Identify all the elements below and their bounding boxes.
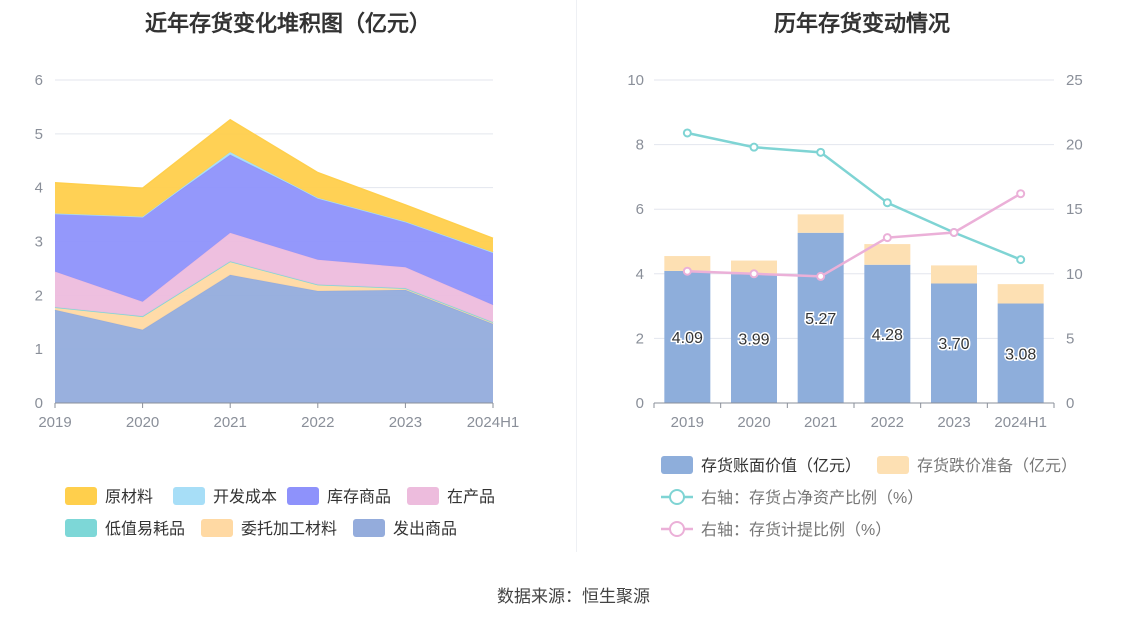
bar-book-value xyxy=(997,303,1044,403)
area-edge-3 xyxy=(54,232,494,306)
y-left-tick-label: 6 xyxy=(636,201,644,218)
bar-impairment xyxy=(731,260,777,275)
line-point xyxy=(816,271,826,281)
line-point xyxy=(949,227,959,237)
area-edge-6 xyxy=(54,118,494,240)
bar-data-label: 3.99 xyxy=(738,332,769,349)
x-tick-label: 2020 xyxy=(737,414,770,431)
data-source-note: 数据来源：恒生聚源 xyxy=(497,587,650,606)
line-point xyxy=(882,233,892,243)
bar-data-label: 4.09 xyxy=(672,330,703,347)
bar-data-label: 5.27 xyxy=(805,311,836,328)
line-point xyxy=(682,128,692,138)
area-series-4 xyxy=(55,154,493,305)
line-point xyxy=(816,147,826,157)
legend-swatch xyxy=(353,519,385,537)
bar-book-value xyxy=(797,232,844,403)
legend-swatch xyxy=(173,487,205,505)
y-tick-label: 0 xyxy=(35,395,43,412)
legend-label: 委托加工材料 xyxy=(241,520,337,538)
legend-label: 原材料 xyxy=(105,488,153,506)
right-chart-title: 历年存货变动情况 xyxy=(773,11,950,36)
legend-label: 存货跌价准备（亿元） xyxy=(917,457,1077,475)
line-series-1 xyxy=(687,192,1022,278)
y-tick-label: 1 xyxy=(35,341,43,358)
legend-swatch xyxy=(877,456,909,474)
bar-impairment xyxy=(997,284,1044,304)
bar-impairment xyxy=(864,244,911,265)
area-series-0 xyxy=(55,274,493,403)
area-edge-0 xyxy=(54,274,494,331)
x-tick-label: 2021 xyxy=(214,414,247,431)
y-tick-label: 4 xyxy=(35,180,43,197)
legend-label: 在产品 xyxy=(447,488,495,506)
y-tick-label: 3 xyxy=(35,234,43,251)
bar-book-value xyxy=(664,270,711,403)
legend-line-marker xyxy=(669,521,685,537)
y-left-tick-label: 8 xyxy=(636,137,644,154)
line-point xyxy=(1016,255,1026,265)
y-right-tick-label: 20 xyxy=(1066,137,1083,154)
stacked-area-chart: 0 1 2 3 4 5 6 2019 2020 2021 2022 2023 2024H1 原材料 开发成本… xyxy=(35,72,520,538)
area-series-1 xyxy=(55,261,493,330)
bar-impairment xyxy=(797,214,844,233)
x-tick-label: 2019 xyxy=(671,414,704,431)
bar-impairment xyxy=(664,256,711,271)
x-tick-label: 2019 xyxy=(38,414,71,431)
legend-label: 发出商品 xyxy=(393,520,457,538)
y-left-tick-label: 2 xyxy=(636,330,644,347)
x-tick-label: 2022 xyxy=(301,414,334,431)
x-tick-label: 2024H1 xyxy=(467,414,520,431)
legend-label: 右轴：存货计提比例（%） xyxy=(701,521,891,539)
line-point xyxy=(749,269,759,279)
x-tick-label: 2020 xyxy=(126,414,159,431)
y-right-tick-label: 15 xyxy=(1066,201,1083,218)
bar-line-combo-chart: 0 2 4 6 8 10 0 5 10 15 20 25 4.09 3.99 5.27 4.28 3.70 3.0… xyxy=(627,72,1083,539)
inventory-change-chart-panel: 历年存货变动情况 0 2 4 6 8 10 0 5 10 15 20 25 4.09 3.99 5.27 4.… xyxy=(577,0,1147,552)
line-point xyxy=(882,198,892,208)
bar-data-label: 3.70 xyxy=(938,336,969,353)
y-right-tick-label: 25 xyxy=(1066,72,1083,89)
y-tick-label: 2 xyxy=(35,287,43,304)
y-left-tick-label: 10 xyxy=(627,72,644,89)
x-tick-label: 2022 xyxy=(871,414,904,431)
line-point xyxy=(749,142,759,152)
bar-book-value xyxy=(731,274,777,403)
x-tick-label: 2023 xyxy=(937,414,970,431)
legend-line-marker xyxy=(669,489,685,505)
bar-impairment xyxy=(931,265,977,284)
bar-book-value xyxy=(931,283,977,403)
area-series-3 xyxy=(55,232,493,323)
y-tick-label: 6 xyxy=(35,72,43,89)
line-point xyxy=(1016,189,1026,199)
legend-swatch xyxy=(65,519,97,537)
bar-data-label: 3.08 xyxy=(1005,346,1036,363)
y-left-tick-label: 4 xyxy=(636,266,644,283)
y-right-tick-label: 10 xyxy=(1066,266,1083,283)
legend-label: 存货账面价值（亿元） xyxy=(701,457,861,475)
x-tick-label: 2024H1 xyxy=(994,414,1047,431)
y-right-tick-label: 5 xyxy=(1066,330,1074,347)
bar-book-value xyxy=(864,264,911,403)
y-tick-label: 5 xyxy=(35,126,43,143)
legend-label: 右轴：存货占净资产比例（%） xyxy=(701,489,923,507)
line-series-0 xyxy=(687,131,1022,261)
legend-swatch xyxy=(65,487,97,505)
legend-swatch xyxy=(661,456,693,474)
left-chart-title: 近年存货变化堆积图（亿元） xyxy=(144,11,431,36)
x-tick-label: 2021 xyxy=(804,414,837,431)
stacked-area-chart-panel: 近年存货变化堆积图（亿元） 0 1 2 3 4 5 6 2019 2020 2021 2022 202… xyxy=(0,0,576,552)
y-left-tick-label: 0 xyxy=(636,395,644,412)
legend-label: 库存商品 xyxy=(327,488,391,506)
panel-divider xyxy=(576,0,577,552)
bar-data-label: 4.28 xyxy=(872,327,903,344)
x-tick-label: 2023 xyxy=(389,414,422,431)
legend-label: 开发成本 xyxy=(213,488,277,506)
y-right-tick-label: 0 xyxy=(1066,395,1074,412)
legend-swatch xyxy=(201,519,233,537)
legend-swatch xyxy=(407,487,439,505)
line-point xyxy=(682,266,692,276)
legend-swatch xyxy=(287,487,319,505)
legend-label: 低值易耗品 xyxy=(105,520,185,538)
